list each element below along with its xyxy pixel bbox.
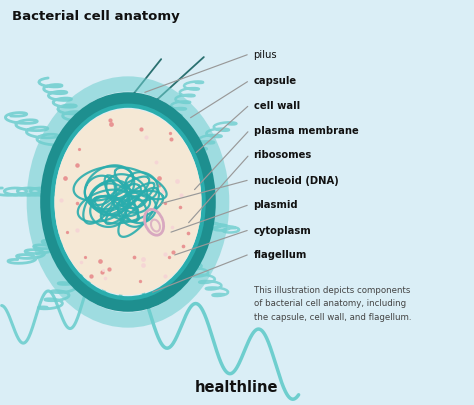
Text: This illustration depicts components
of bacterial cell anatomy, including
the ca: This illustration depicts components of … [254, 286, 411, 321]
Text: Bacterial cell anatomy: Bacterial cell anatomy [12, 10, 180, 23]
Text: cell wall: cell wall [254, 100, 300, 110]
Text: healthline: healthline [195, 379, 279, 394]
Ellipse shape [55, 109, 201, 296]
Text: cytoplasm: cytoplasm [254, 225, 311, 235]
Text: ribosomes: ribosomes [254, 150, 312, 160]
Text: nucleoid (DNA): nucleoid (DNA) [254, 175, 338, 185]
Text: pilus: pilus [254, 50, 277, 60]
Text: plasmid: plasmid [254, 200, 298, 210]
Text: flagellum: flagellum [254, 249, 307, 259]
Text: plasma membrane: plasma membrane [254, 126, 358, 135]
Text: capsule: capsule [254, 76, 297, 86]
